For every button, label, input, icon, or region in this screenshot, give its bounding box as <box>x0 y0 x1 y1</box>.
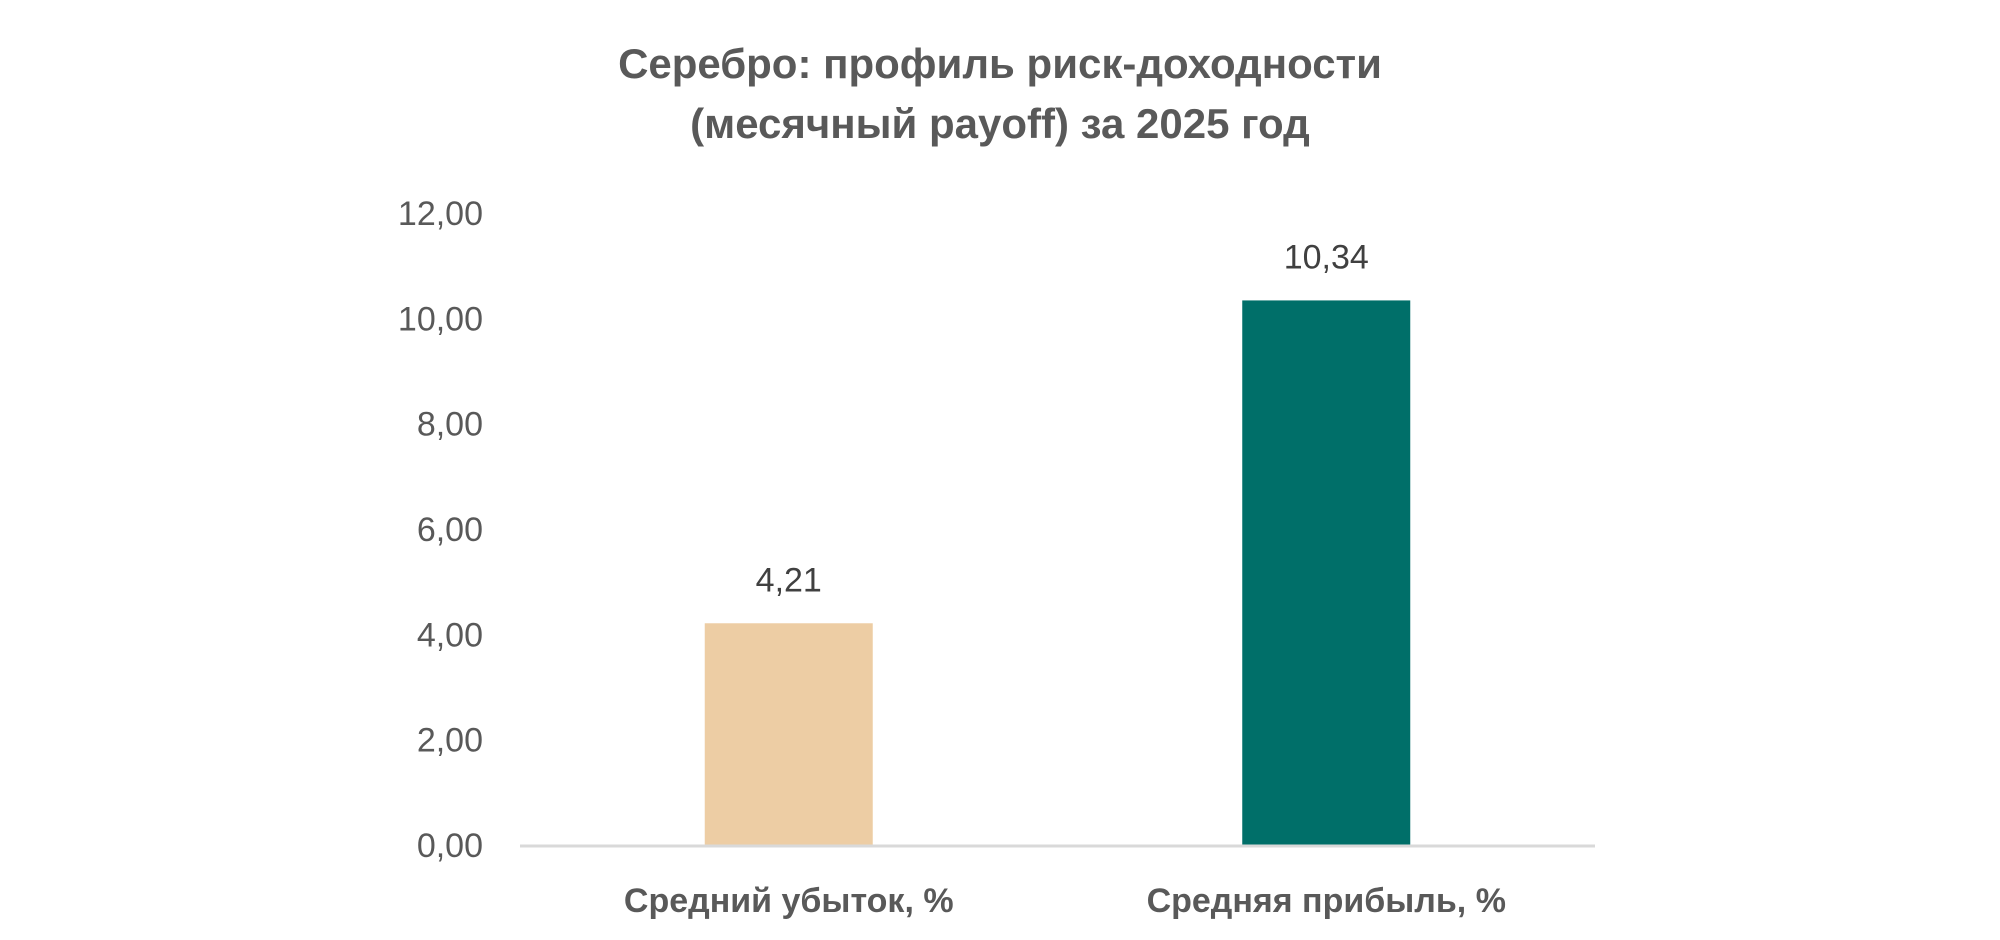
y-tick-label: 10,00 <box>398 300 483 338</box>
y-tick-label: 2,00 <box>417 722 483 760</box>
y-tick-label: 12,00 <box>398 195 483 233</box>
y-tick-label: 8,00 <box>417 406 483 444</box>
category-label: Средняя прибыль, % <box>1147 882 1506 920</box>
category-label: Средний убыток, % <box>624 882 954 920</box>
y-tick-label: 6,00 <box>417 511 483 549</box>
bar <box>704 623 873 845</box>
y-tick-label: 4,00 <box>417 616 483 654</box>
y-tick-label: 0,00 <box>417 827 483 865</box>
chart-title-line-2: (месячный payoff) за 2025 год <box>690 100 1310 147</box>
data-label: 10,34 <box>1284 238 1369 276</box>
bar <box>1242 300 1411 846</box>
data-label: 4,21 <box>756 561 822 599</box>
chart-title-line-1: Серебро: профиль риск-доходности <box>618 40 1382 87</box>
